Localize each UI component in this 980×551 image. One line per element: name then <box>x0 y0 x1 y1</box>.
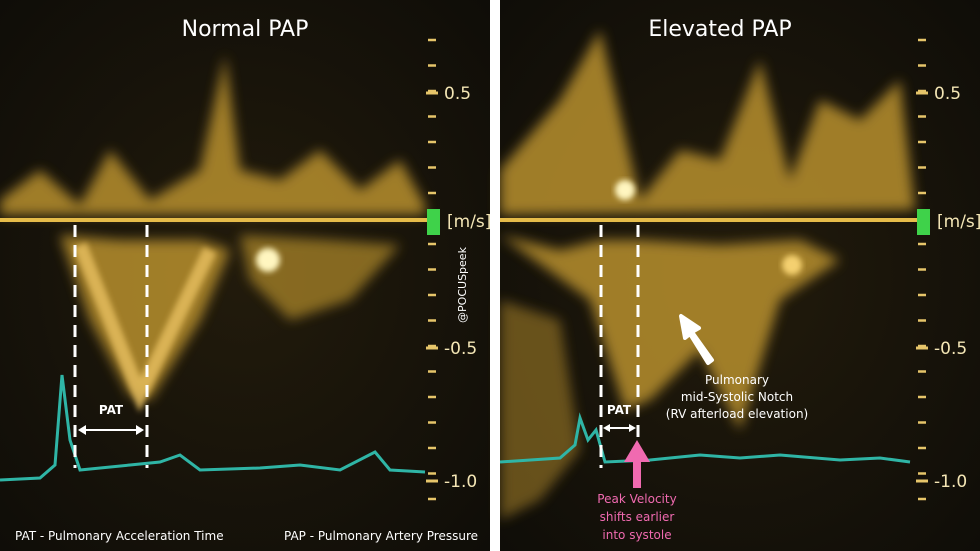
peak-annotation: into systole <box>602 528 671 542</box>
notch-annotation: (RV afterload elevation) <box>666 407 808 421</box>
pat-markers <box>599 225 640 468</box>
notch-annotation: Pulmonary <box>705 373 769 387</box>
panel-elevated: PAT Pulmonary mid-Systolic Notch (RV aft… <box>499 0 980 551</box>
peak-annotation: shifts earlier <box>600 510 675 524</box>
footer-left: PAT - Pulmonary Acceleration Time <box>15 529 224 543</box>
scale-unit: [m/s] <box>447 212 491 232</box>
pat-label: PAT <box>607 403 632 417</box>
pat-arrowheads <box>603 424 636 432</box>
velocity-scale: 0.5 -0.5 -1.0 [m/s] <box>426 38 491 501</box>
pat-arrowheads <box>78 425 144 435</box>
scale-unit: [m/s] <box>937 212 980 232</box>
footer-right: PAP - Pulmonary Artery Pressure <box>284 529 478 543</box>
velocity-scale: 0.5 -0.5 -1.0 [m/s] <box>916 38 980 501</box>
notch-arrow <box>679 314 714 365</box>
zero-marker <box>427 209 440 235</box>
pat-label: PAT <box>99 403 124 417</box>
panel-title: Normal PAP <box>182 17 309 42</box>
notch-annotation: mid-Systolic Notch <box>681 390 793 404</box>
panel-normal: PAT Normal PAP 0.5 -0.5 -1.0 [m/s] PAT - Pu… <box>0 0 491 551</box>
scale-label: 0.5 <box>934 84 961 104</box>
scale-label: -1.0 <box>934 472 967 492</box>
scale-label: -0.5 <box>934 339 967 359</box>
scale-label: -1.0 <box>444 472 477 492</box>
scale-label: -0.5 <box>444 339 477 359</box>
zero-marker <box>917 209 930 235</box>
panel-title: Elevated PAP <box>648 17 791 42</box>
scale-label: 0.5 <box>444 84 471 104</box>
pat-markers <box>73 225 149 468</box>
peak-arrow <box>624 440 650 488</box>
ecg-trace <box>0 374 426 482</box>
doppler-signal <box>0 55 425 400</box>
peak-annotation: Peak Velocity <box>597 492 676 506</box>
watermark: @POCUSpeek <box>456 246 469 323</box>
divider <box>490 0 500 551</box>
doppler-signal <box>500 30 915 520</box>
